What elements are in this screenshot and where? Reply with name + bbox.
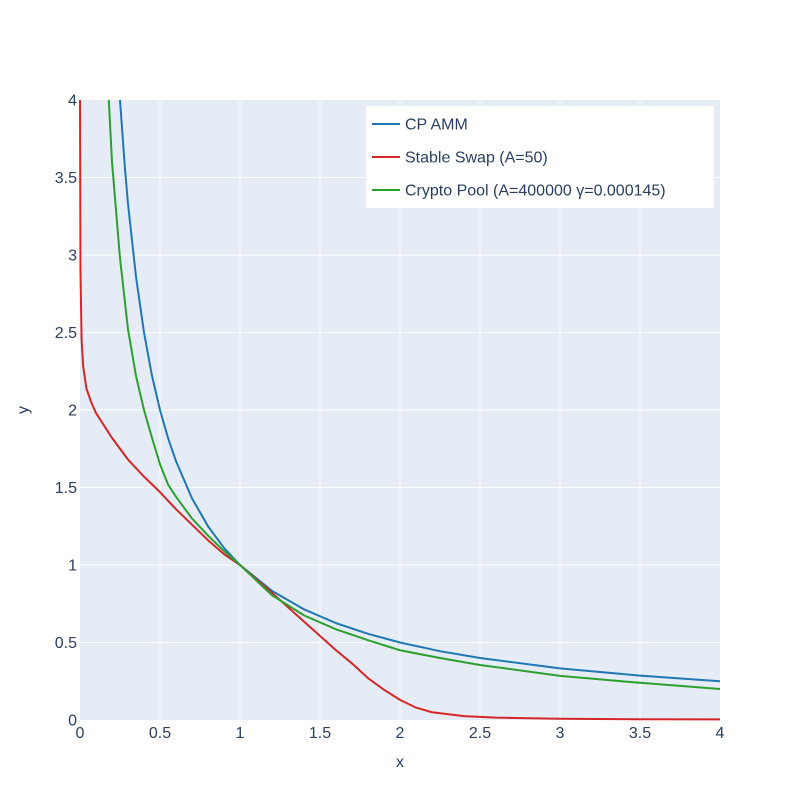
- legend-label-stable-swap: Stable Swap (A=50): [405, 150, 548, 167]
- y-tick-label: 0: [68, 713, 77, 730]
- legend-item-stable-swap[interactable]: Stable Swap (A=50): [372, 150, 548, 167]
- x-axis-title: x: [396, 754, 404, 771]
- x-tick-label: 2.5: [469, 725, 491, 742]
- legend-label-cp-amm: CP AMM: [405, 117, 468, 134]
- x-tick-label: 1: [236, 725, 245, 742]
- tick-labels: 0 0.5 1 1.5 2 2.5 3 3.5 4 0 0.5 1 1.5 2 2.5 3 3.5 4: [55, 93, 725, 743]
- series-lines: [79, 99, 721, 721]
- y-tick-label: 1: [68, 558, 77, 575]
- x-tick-label: 0: [76, 725, 85, 742]
- y-tick-label: 2: [68, 403, 77, 420]
- legend-label-crypto-pool: Crypto Pool (A=400000 γ=0.000145): [405, 183, 666, 200]
- x-tick-label: 3.5: [629, 725, 651, 742]
- series-line-cp-amm[interactable]: [119, 99, 721, 683]
- y-tick-label: 3.5: [55, 170, 77, 187]
- y-tick-label: 1.5: [55, 480, 77, 497]
- x-tick-label: 1.5: [309, 725, 331, 742]
- y-tick-label: 3: [68, 248, 77, 265]
- x-tick-label: 0.5: [149, 725, 171, 742]
- legend[interactable]: CP AMM Stable Swap (A=50) Crypto Pool (A…: [366, 106, 714, 208]
- y-tick-label: 0.5: [55, 635, 77, 652]
- y-tick-label: 4: [68, 93, 77, 110]
- legend-box: [366, 106, 714, 208]
- x-tick-label: 4: [716, 725, 725, 742]
- series-line-stable-swap[interactable]: [79, 99, 721, 721]
- legend-item-cp-amm[interactable]: CP AMM: [372, 117, 468, 134]
- legend-item-crypto-pool[interactable]: Crypto Pool (A=400000 γ=0.000145): [372, 183, 666, 200]
- y-axis-title: y: [15, 406, 32, 414]
- y-tick-label: 2.5: [55, 325, 77, 342]
- x-tick-label: 3: [556, 725, 565, 742]
- x-tick-label: 2: [396, 725, 405, 742]
- series-line-crypto-pool[interactable]: [107, 99, 721, 690]
